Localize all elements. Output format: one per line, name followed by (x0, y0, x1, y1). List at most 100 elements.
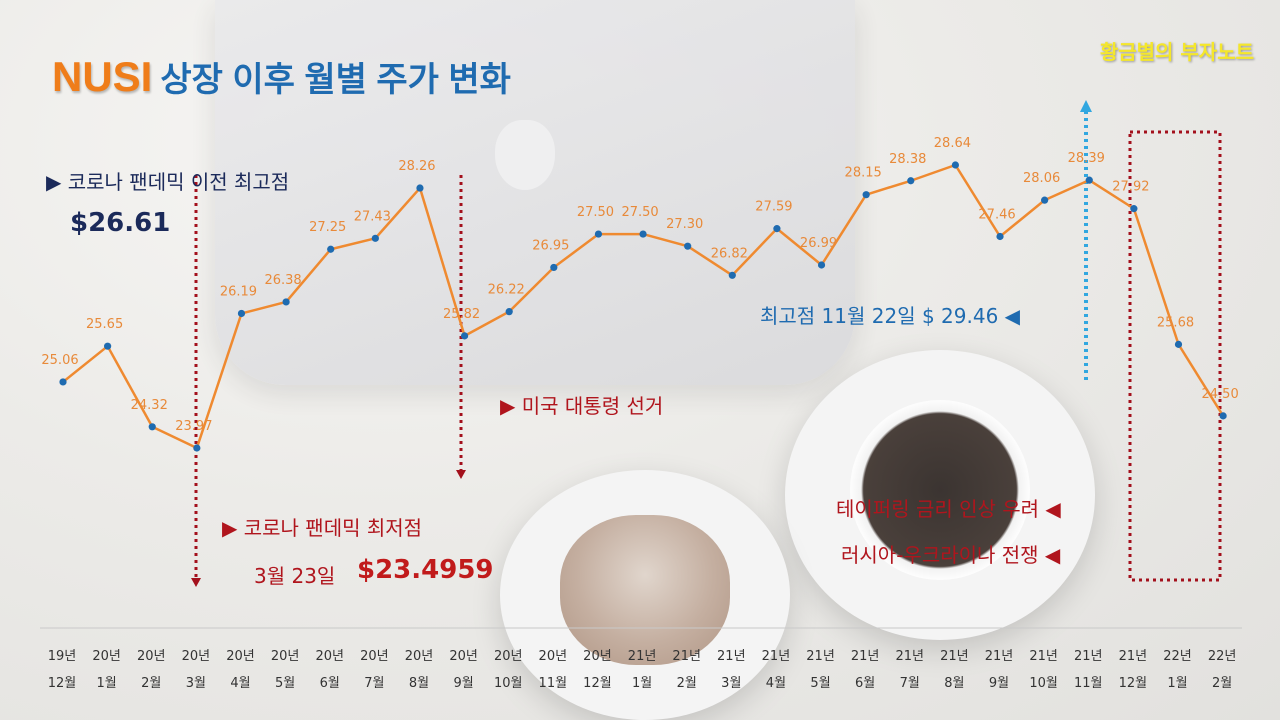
data-point (817, 261, 826, 269)
watermark: 황금별의 부자노트 (1099, 40, 1254, 64)
election-label: ▶ 미국 대통령 선거 (500, 394, 664, 418)
x-tick-year: 20년 (315, 649, 344, 664)
data-point (460, 332, 469, 340)
data-point (728, 271, 736, 279)
data-label: 28.38 (889, 152, 926, 167)
data-label: 24.50 (1202, 387, 1239, 402)
x-tick-month: 12월 (583, 676, 612, 691)
pre-covid-high-value: $26.61 (70, 208, 171, 238)
all-time-high-label: 최고점 11월 22일 $ 29.46 ◀ (760, 304, 1021, 328)
data-point (907, 177, 915, 185)
x-tick-month: 8월 (944, 676, 964, 691)
data-point (193, 444, 201, 452)
x-tick-month: 8월 (409, 676, 429, 691)
x-tick-month: 12월 (48, 676, 77, 691)
data-label: 27.30 (666, 217, 703, 232)
data-label: 25.06 (41, 353, 78, 368)
data-label: 26.82 (711, 246, 748, 261)
data-point (1130, 205, 1138, 213)
data-label: 27.43 (354, 209, 391, 224)
data-label: 25.68 (1157, 315, 1194, 330)
laptop-image (215, 0, 855, 385)
data-label: 26.99 (800, 236, 837, 251)
chart-x-ticks: 19년 12월 20년 1월 20년 2월 20년 3월 20년 4월 20년 5월 20년 6월 20년 7… (40, 627, 1242, 691)
x-tick-month: 4월 (230, 676, 250, 691)
recent-decline-box (1128, 130, 1222, 582)
series-line-segment (463, 310, 510, 337)
series-line-segment (1088, 179, 1135, 210)
series-line-segment (508, 266, 555, 313)
x-tick-year: 21년 (896, 649, 925, 664)
data-point (1174, 340, 1183, 348)
series-line-segment (642, 232, 689, 248)
x-tick-month: 1월 (632, 676, 652, 691)
x-tick-year: 21년 (1119, 649, 1148, 664)
x-tick-year: 21년 (717, 649, 746, 664)
data-point (996, 232, 1004, 241)
x-tick-year: 20년 (405, 649, 434, 664)
covid-low-value: $23.4959 (357, 555, 494, 585)
x-tick-year: 22년 (1163, 649, 1192, 664)
series-line-segment (776, 227, 823, 266)
series-line-segment (106, 345, 154, 428)
x-tick-year: 21년 (1029, 649, 1058, 664)
x-tick-year: 20년 (539, 649, 568, 664)
x-tick-month: 6월 (855, 676, 875, 691)
data-label: 27.50 (577, 205, 614, 220)
series-line-segment (686, 245, 733, 277)
covid-low-date: 3월 23일 (254, 564, 336, 588)
data-point (104, 342, 112, 350)
series-line-segment (195, 313, 243, 449)
data-label: 26.22 (488, 283, 525, 298)
covid-low-arrow-head (191, 578, 201, 587)
data-label: 28.26 (398, 159, 435, 174)
series-line-segment (954, 164, 1002, 238)
x-tick-year: 21년 (985, 649, 1014, 664)
data-label: 28.39 (1068, 151, 1105, 166)
x-tick-year: 22년 (1208, 649, 1237, 664)
data-label: 27.59 (755, 200, 792, 215)
series-line-segment (553, 233, 600, 269)
data-point (505, 308, 513, 316)
chart-lines (62, 163, 1225, 450)
x-tick-year: 21년 (672, 649, 701, 664)
series-line-segment (999, 199, 1046, 238)
data-label: 28.06 (1023, 171, 1060, 186)
coffee-cup-image (850, 400, 1030, 580)
x-tick-year: 20년 (92, 649, 121, 664)
data-label: 26.19 (220, 284, 257, 299)
chart-points (59, 161, 1227, 452)
x-tick-year: 20년 (271, 649, 300, 664)
pre-covid-high-label: ▶ 코로나 팬데믹 이전 최고점 (46, 170, 290, 194)
tapering-label: 테이퍼링 금리 인상 우려 ◀ (836, 497, 1061, 521)
series-line-segment (285, 248, 332, 303)
x-tick-year: 20년 (182, 649, 211, 664)
data-point (684, 242, 692, 250)
series-line-segment (62, 345, 109, 383)
data-point (1219, 412, 1227, 420)
series-line-segment (418, 187, 466, 337)
page-title: NUSI 상장 이후 월별 주가 변화 (52, 52, 511, 101)
war-label: 러시아-우크라이나 전쟁 ◀ (841, 543, 1061, 567)
x-tick-month: 7월 (364, 676, 384, 691)
title-text: 상장 이후 월별 주가 변화 (160, 61, 511, 99)
all-time-high-arrow-head (1080, 100, 1092, 112)
series-line-segment (865, 179, 912, 196)
data-label: 24.32 (131, 398, 168, 413)
apple-logo-image (495, 120, 555, 190)
data-point (1085, 176, 1093, 184)
x-tick-year: 20년 (449, 649, 478, 664)
x-tick-year: 21년 (940, 649, 969, 664)
data-label: 25.65 (86, 317, 123, 332)
series-line-segment (330, 237, 376, 251)
x-tick-month: 3월 (186, 676, 206, 691)
x-tick-month: 1월 (1167, 676, 1187, 691)
data-label: 26.38 (264, 273, 301, 288)
data-point (862, 191, 870, 199)
x-tick-year: 20년 (583, 649, 612, 664)
data-label: 27.46 (978, 208, 1015, 223)
data-point (282, 298, 290, 306)
data-point (327, 245, 335, 253)
series-line-segment (731, 227, 778, 277)
election-arrow-head (456, 470, 466, 479)
